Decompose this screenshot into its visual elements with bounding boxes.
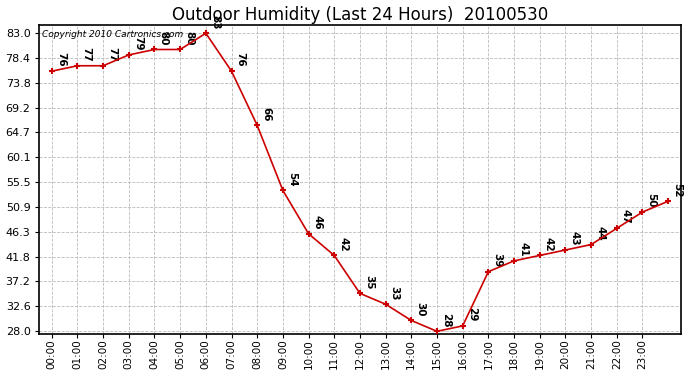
Text: 46: 46: [313, 215, 323, 229]
Text: 42: 42: [338, 237, 348, 251]
Text: 43: 43: [569, 231, 580, 246]
Text: 50: 50: [647, 194, 657, 208]
Text: 76: 76: [236, 53, 246, 67]
Text: 77: 77: [81, 47, 92, 62]
Title: Outdoor Humidity (Last 24 Hours)  20100530: Outdoor Humidity (Last 24 Hours) 2010053…: [172, 6, 548, 24]
Text: 77: 77: [107, 47, 117, 62]
Text: 54: 54: [287, 172, 297, 186]
Text: 35: 35: [364, 275, 374, 289]
Text: 52: 52: [672, 183, 682, 197]
Text: 83: 83: [210, 15, 220, 29]
Text: 66: 66: [262, 107, 271, 121]
Text: 80: 80: [184, 31, 195, 45]
Text: 42: 42: [544, 237, 554, 251]
Text: 79: 79: [133, 36, 143, 51]
Text: 39: 39: [493, 253, 502, 267]
Text: 33: 33: [390, 285, 400, 300]
Text: 41: 41: [518, 242, 529, 256]
Text: Copyright 2010 Cartronics.com: Copyright 2010 Cartronics.com: [42, 30, 184, 39]
Text: 44: 44: [595, 226, 605, 240]
Text: 76: 76: [56, 53, 66, 67]
Text: 80: 80: [159, 31, 168, 45]
Text: 47: 47: [621, 209, 631, 224]
Text: 30: 30: [415, 302, 426, 316]
Text: 28: 28: [441, 313, 451, 327]
Text: 29: 29: [467, 308, 477, 322]
